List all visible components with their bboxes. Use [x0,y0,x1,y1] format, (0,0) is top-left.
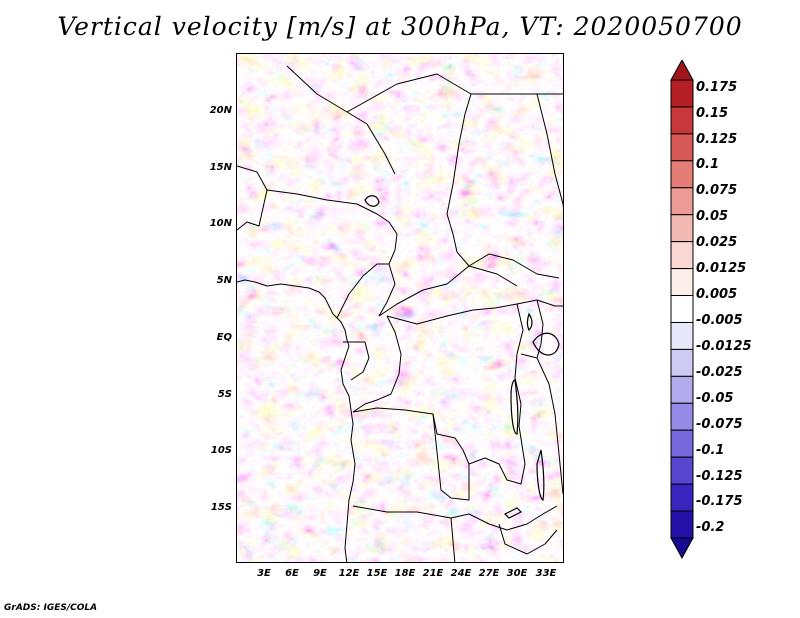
colorbar-segment [670,214,694,243]
border-ethiopia [536,93,563,209]
colorbar-label-1: 0.15 [696,106,729,121]
colorbar-segments [670,60,694,560]
colorbar-segment [670,483,694,512]
lon-label-12e: 12E [338,568,360,579]
border-drc-east [514,303,524,427]
colorbar-label-0: 0.175 [696,80,738,95]
colorbar-label-17: -0.2 [696,520,725,535]
lon-label-30e: 30E [506,568,528,579]
colorbar-segment [670,241,694,270]
colorbar-label-8: 0.005 [696,287,738,302]
vertical-velocity-map [237,54,563,562]
map-panel [236,53,564,563]
colorbar-label-10: -0.0125 [696,339,752,354]
colorbar-label-11: -0.025 [696,365,743,380]
border-namibia-botswana [450,517,456,562]
lat-label-20n: 20N [209,105,232,116]
colorbar-segment [670,429,694,458]
border-nigeria-niger [266,189,378,215]
lon-label-6e: 6E [285,568,299,579]
colorbar-label-14: -0.1 [696,443,725,458]
colorbar-label-15: -0.125 [696,469,743,484]
border-zimbabwe [498,523,558,555]
colorbar-label-7: 0.0125 [696,261,747,276]
lat-label-10n: 10N [209,218,232,229]
lat-label-15s: 15S [210,502,232,513]
border-tanzania [520,353,563,495]
colorbar-segment [670,510,694,539]
colorbar-label-2: 0.125 [696,132,738,147]
lat-label-5n: 5N [216,275,232,286]
colorbar-top-arrow [670,60,694,81]
colorbar-segment [670,295,694,323]
velocity-field-detail [237,54,563,562]
country-boundaries [237,65,563,562]
west-africa-coastline [237,279,338,319]
lake-victoria [532,332,560,356]
border-congo-drc [352,315,402,413]
border-drc-zambia [468,425,526,485]
border-gabon-congo [343,341,370,381]
lake-malawi [536,449,545,501]
lat-label-15n: 15N [209,162,232,173]
lake-kariba [503,507,523,519]
border-zambia-south [468,505,558,531]
colorbar-segment [670,187,694,216]
colorbar-label-5: 0.05 [696,209,729,224]
colorbar-label-16: -0.175 [696,494,743,509]
colorbar-bottom-arrow [670,537,694,560]
border-car-drc [386,303,518,325]
lon-label-3e: 3E [257,568,271,579]
border-west-1 [237,165,268,191]
lon-label-9e: 9E [313,568,327,579]
colorbar-label-3: 0.1 [696,157,720,172]
border-sudan-south [468,253,560,279]
lon-label-21e: 21E [422,568,444,579]
colorbar-segment [670,160,694,189]
border-angola-zambia [432,413,470,501]
border-chad-lake [376,213,398,265]
colorbar-label-4: 0.075 [696,183,738,198]
colorbar-label-13: -0.075 [696,417,743,432]
border-libya-chad [346,73,472,113]
colorbar-segment [670,79,694,108]
gulf-of-guinea-coastline [336,317,356,562]
lat-label-eq: EQ [216,332,232,343]
grads-credit: GrADS: IGES/COLA [4,603,98,613]
colorbar-segment [670,133,694,162]
colorbar-label-12: -0.05 [696,391,734,406]
colorbar-segment [670,268,694,297]
border-south-sudan-uganda [516,299,563,307]
lon-label-27e: 27E [478,568,500,579]
border-angola-namibia [352,505,470,519]
colorbar-label-6: 0.025 [696,235,738,250]
lat-label-5s: 5S [217,389,232,400]
colorbar-segment [670,456,694,485]
colorbar [670,60,694,560]
lake-tanganyika [510,379,519,435]
lake-albert [526,312,533,332]
border-drc-angola [352,407,470,465]
lake-chad [364,195,380,207]
colorbar-label-9: -0.005 [696,313,743,328]
colorbar-segment [670,375,694,404]
lon-label-33e: 33E [535,568,557,579]
lon-label-18e: 18E [394,568,416,579]
map-title: Vertical velocity [m/s] at 300hPa, VT: 2… [57,12,743,41]
border-chad-sudan [446,93,472,267]
lakes [364,195,560,519]
border-car [378,265,518,317]
colorbar-segment [670,348,694,377]
lon-label-15e: 15E [366,568,388,579]
colorbar-segment [670,106,694,135]
colorbar-segment [670,321,694,350]
lat-label-10s: 10S [210,445,232,456]
border-sahara-1 [286,65,396,175]
lon-label-24e: 24E [450,568,472,579]
border-cameroon [336,263,396,319]
colorbar-segment [670,402,694,431]
border-west-nigeria [237,189,268,231]
